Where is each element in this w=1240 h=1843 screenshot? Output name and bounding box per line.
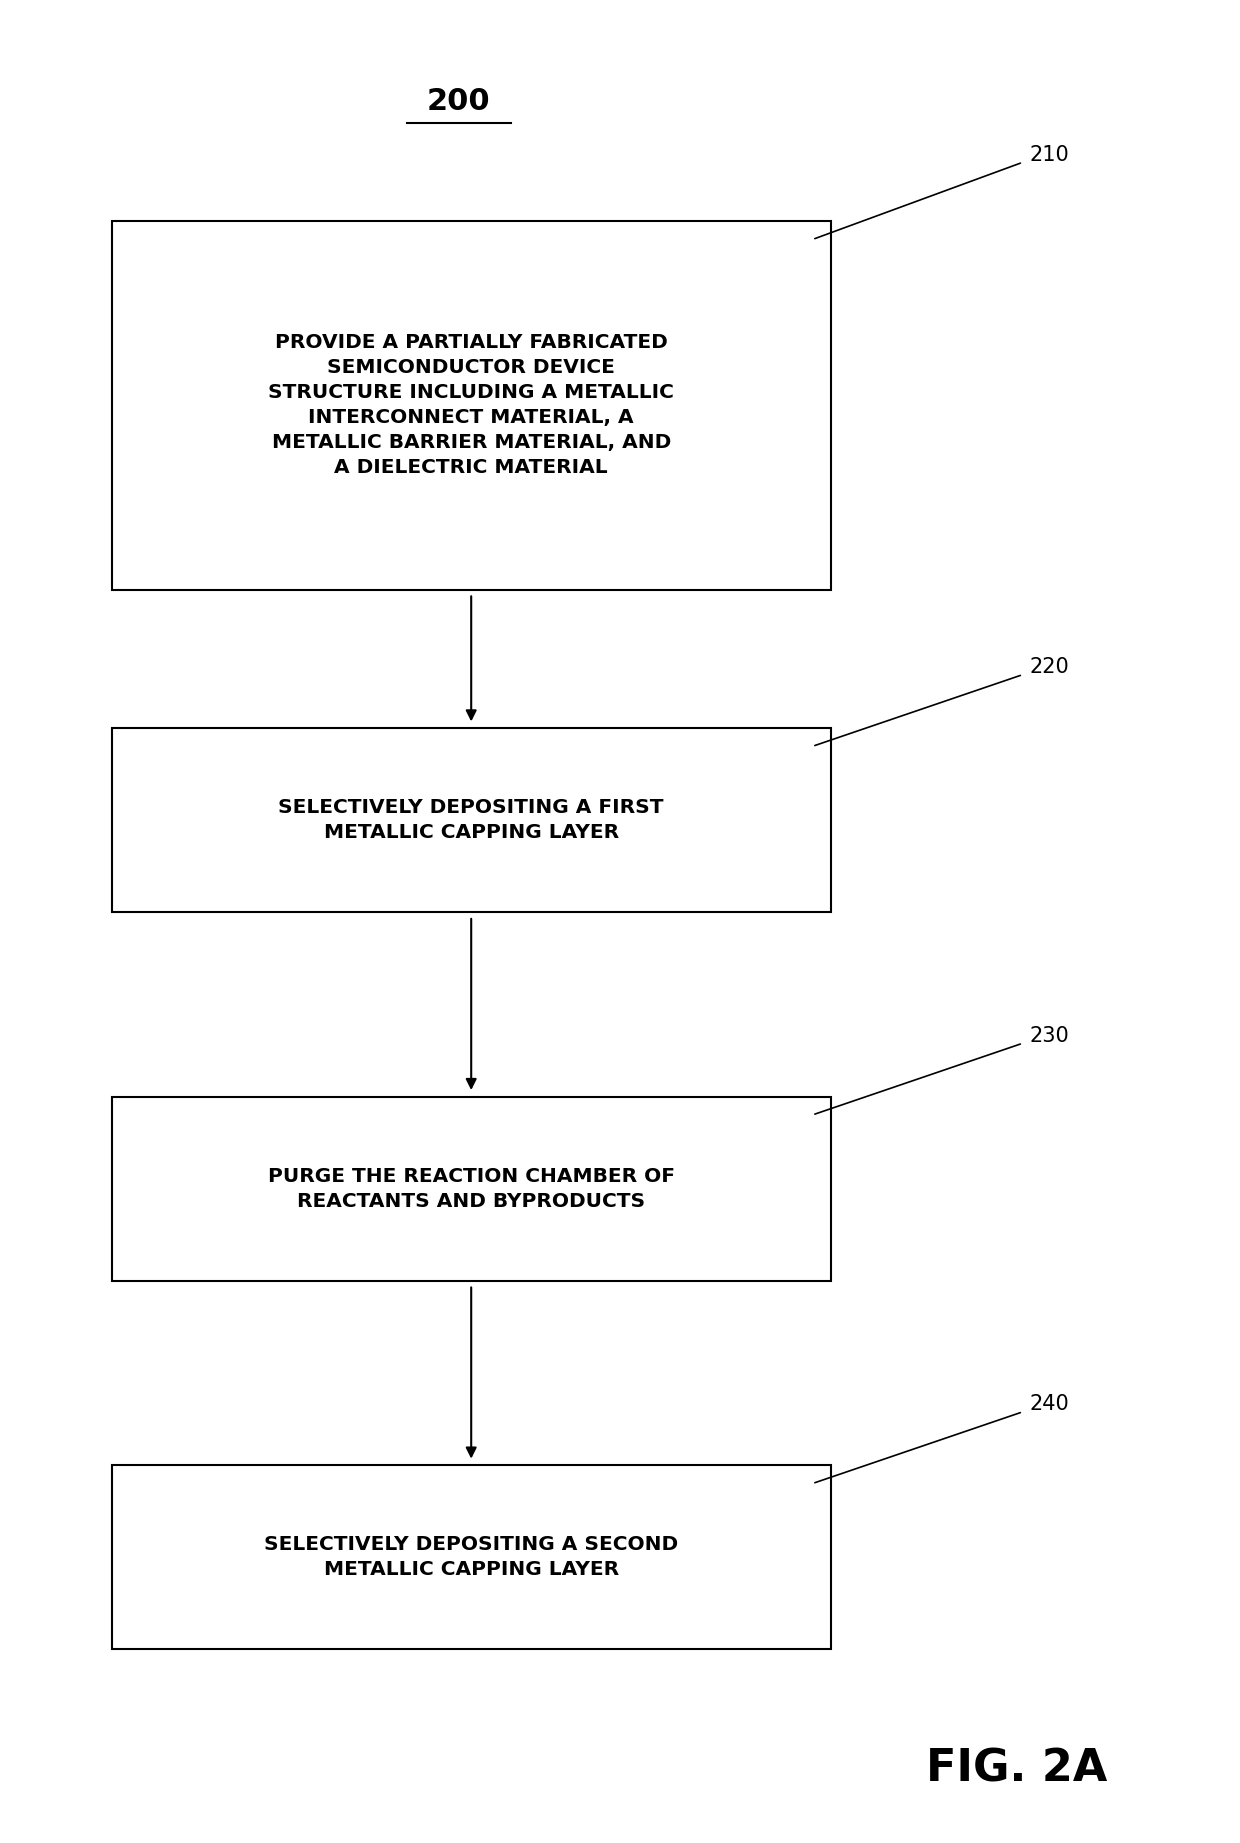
FancyBboxPatch shape — [112, 1465, 831, 1649]
Text: 220: 220 — [1029, 658, 1069, 676]
Text: FIG. 2A: FIG. 2A — [926, 1747, 1107, 1791]
Text: 210: 210 — [1029, 146, 1069, 164]
Text: 200: 200 — [427, 87, 491, 116]
Text: SELECTIVELY DEPOSITING A SECOND
METALLIC CAPPING LAYER: SELECTIVELY DEPOSITING A SECOND METALLIC… — [264, 1535, 678, 1579]
Text: 240: 240 — [1029, 1395, 1069, 1414]
Text: PROVIDE A PARTIALLY FABRICATED
SEMICONDUCTOR DEVICE
STRUCTURE INCLUDING A METALL: PROVIDE A PARTIALLY FABRICATED SEMICONDU… — [268, 334, 675, 477]
Text: 230: 230 — [1029, 1027, 1069, 1045]
Text: PURGE THE REACTION CHAMBER OF
REACTANTS AND BYPRODUCTS: PURGE THE REACTION CHAMBER OF REACTANTS … — [268, 1167, 675, 1211]
FancyBboxPatch shape — [112, 221, 831, 590]
FancyBboxPatch shape — [112, 1097, 831, 1281]
FancyBboxPatch shape — [112, 728, 831, 912]
Text: SELECTIVELY DEPOSITING A FIRST
METALLIC CAPPING LAYER: SELECTIVELY DEPOSITING A FIRST METALLIC … — [279, 798, 663, 842]
